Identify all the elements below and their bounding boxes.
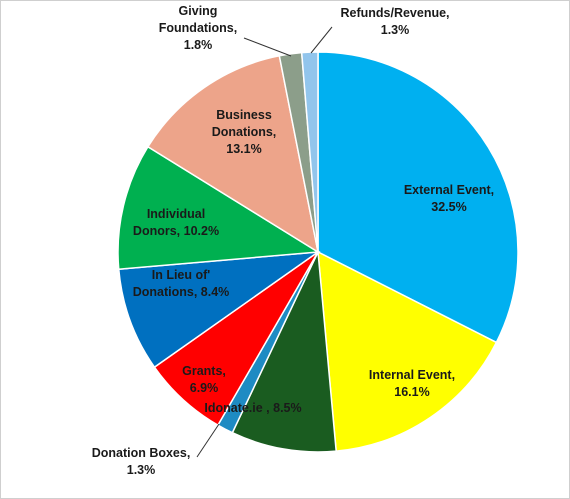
pie-slice-idonate-ie bbox=[231, 249, 337, 453]
data-label-donation-boxes: Donation Boxes, 1.3% bbox=[92, 446, 191, 477]
data-label-grants: Grants, 6.9% bbox=[182, 364, 226, 395]
data-label-idonate-ie: Idonate.ie , 8.5% bbox=[204, 401, 301, 415]
leader-line bbox=[310, 26, 333, 54]
data-label-individual-donors: Individual Donors, 10.2% bbox=[133, 207, 219, 238]
data-label-business-donations: Business Donations, 13.1% bbox=[212, 108, 277, 156]
data-label-in-lieu-of-donations: In Lieu of' Donations, 8.4% bbox=[133, 268, 230, 299]
pie-slice-internal-event bbox=[317, 250, 498, 452]
data-label-external-event: External Event, 32.5% bbox=[404, 183, 494, 214]
leader-line bbox=[196, 423, 220, 458]
pie-slice-in-lieu-of-donations bbox=[117, 251, 321, 369]
leader-line bbox=[243, 37, 292, 57]
pie-slice-individual-donors bbox=[117, 145, 321, 271]
pie-slice-business-donations bbox=[146, 54, 320, 254]
data-label-internal-event: Internal Event, 16.1% bbox=[369, 368, 455, 399]
pie-slice-external-event bbox=[317, 51, 519, 344]
data-label-refunds-revenue: Refunds/Revenue, 1.3% bbox=[340, 6, 449, 37]
pie-slice-refunds-revenue bbox=[300, 51, 319, 253]
data-label-giving-foundations: Giving Foundations, 1.8% bbox=[159, 4, 237, 52]
